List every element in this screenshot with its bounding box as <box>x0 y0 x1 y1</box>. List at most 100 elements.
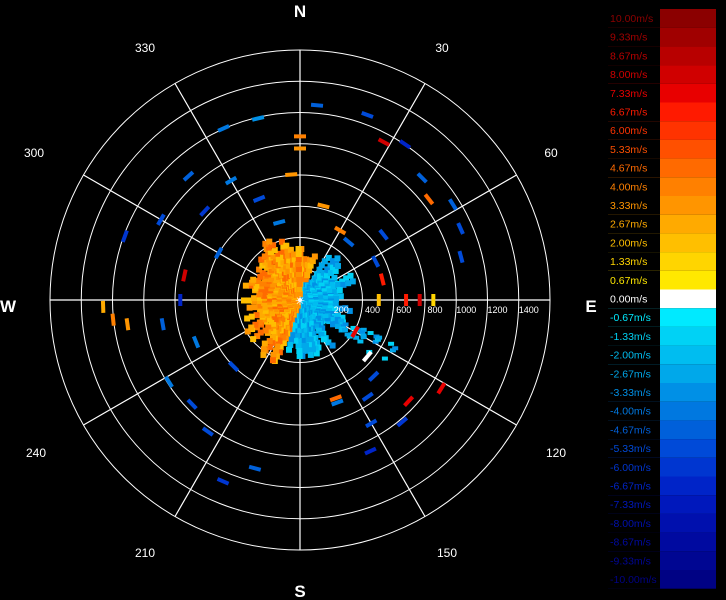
return-mark <box>398 139 412 150</box>
near-field-cell <box>312 323 319 330</box>
near-field-cell <box>262 259 269 266</box>
legend-label-bg <box>608 345 660 365</box>
near-field-cell <box>270 328 277 335</box>
near-field-cell <box>270 351 277 358</box>
near-field-cell <box>272 347 279 354</box>
legend-label: -4.67m/s <box>610 424 651 436</box>
return-mark <box>378 273 386 286</box>
near-field-cell <box>299 337 306 344</box>
near-field-cell <box>251 295 258 302</box>
near-field-cell <box>294 332 301 339</box>
near-field-cell <box>255 278 262 285</box>
legend-label-bg <box>608 270 660 290</box>
return-mark <box>317 202 330 210</box>
legend-label: -10.00m/s <box>610 574 657 586</box>
legend-label: 9.33m/s <box>610 32 647 44</box>
return-mark <box>164 375 174 389</box>
near-field-cell <box>337 305 344 312</box>
near-field-cell <box>287 341 294 348</box>
legend-label-bg <box>608 457 660 477</box>
near-field-cell <box>392 346 399 351</box>
near-field-cell <box>325 339 332 346</box>
near-field-cell <box>334 316 341 321</box>
legend-label-bg <box>608 252 660 271</box>
return-mark <box>186 398 198 410</box>
legend-label-bg <box>608 177 660 196</box>
range-ring-label: 1400 <box>519 305 539 315</box>
return-mark <box>457 250 465 264</box>
near-field-cell <box>280 334 287 341</box>
near-field-cell <box>271 246 278 253</box>
near-field-cell <box>331 274 338 281</box>
near-field-cell <box>332 289 339 296</box>
near-field-cell <box>262 307 269 314</box>
near-field-cell <box>261 253 268 260</box>
cardinal-label-e: E <box>585 297 596 316</box>
near-field-cell <box>259 262 266 269</box>
near-field-returns <box>241 238 399 365</box>
near-field-cell <box>353 335 360 340</box>
return-mark <box>201 426 214 437</box>
near-field-cell <box>330 321 337 328</box>
near-field-cell <box>320 336 327 343</box>
near-field-cell <box>339 278 346 285</box>
near-field-cell <box>314 339 321 346</box>
near-field-cell <box>266 344 273 351</box>
near-field-cell <box>296 291 303 298</box>
legend-label: 5.33m/s <box>610 144 647 156</box>
legend-label: -5.33m/s <box>610 443 651 455</box>
near-field-cell <box>286 257 293 264</box>
near-field-cell <box>310 346 317 353</box>
legend-label: 2.67m/s <box>610 219 647 231</box>
near-field-cell <box>330 284 337 291</box>
angle-label: 60 <box>544 146 558 160</box>
legend-label: 0.00m/s <box>610 294 647 306</box>
legend-label-bg <box>608 196 660 215</box>
near-field-cell <box>253 282 260 289</box>
return-mark <box>272 218 286 226</box>
near-field-cell <box>266 238 273 245</box>
near-field-cell <box>252 285 259 292</box>
near-field-cell <box>295 261 302 268</box>
near-field-cell <box>313 350 320 357</box>
near-field-cell <box>334 255 341 262</box>
legend-label: 4.67m/s <box>610 163 647 175</box>
near-field-cell <box>254 333 261 340</box>
near-field-cell <box>334 262 341 269</box>
return-mark <box>329 394 343 403</box>
return-mark <box>310 102 324 108</box>
range-ring-label: 1000 <box>456 305 476 315</box>
legend-label-bg <box>608 27 660 47</box>
near-field-cell <box>324 273 331 280</box>
legend-label-bg <box>608 83 660 103</box>
near-field-cell <box>329 264 336 271</box>
return-mark <box>396 416 409 428</box>
return-mark <box>159 317 166 331</box>
angle-label: 120 <box>546 446 566 460</box>
return-mark <box>456 222 465 235</box>
return-mark <box>423 193 435 206</box>
legend-label-bg <box>608 158 660 178</box>
legend-label-bg <box>608 420 660 440</box>
legend-label: 4.00m/s <box>610 181 647 193</box>
near-field-cell <box>306 267 313 274</box>
return-mark <box>417 294 422 306</box>
near-field-cell <box>347 272 354 279</box>
near-field-cell <box>262 240 269 247</box>
near-field-cell <box>244 315 251 322</box>
return-mark <box>182 170 195 182</box>
near-field-cell <box>322 314 329 319</box>
near-field-cell <box>257 306 264 313</box>
angle-label: 330 <box>135 41 155 55</box>
legend-label: 6.00m/s <box>610 125 647 137</box>
near-field-cell <box>295 271 302 278</box>
near-field-cell <box>342 305 349 312</box>
near-field-cell <box>276 349 283 356</box>
legend-label: -8.67m/s <box>610 537 651 549</box>
near-field-cell <box>291 256 298 263</box>
near-field-cell <box>257 273 264 280</box>
return-mark <box>227 360 240 373</box>
legend-label-bg <box>608 495 660 514</box>
angle-label: 150 <box>437 546 457 560</box>
near-field-cell <box>318 262 325 269</box>
